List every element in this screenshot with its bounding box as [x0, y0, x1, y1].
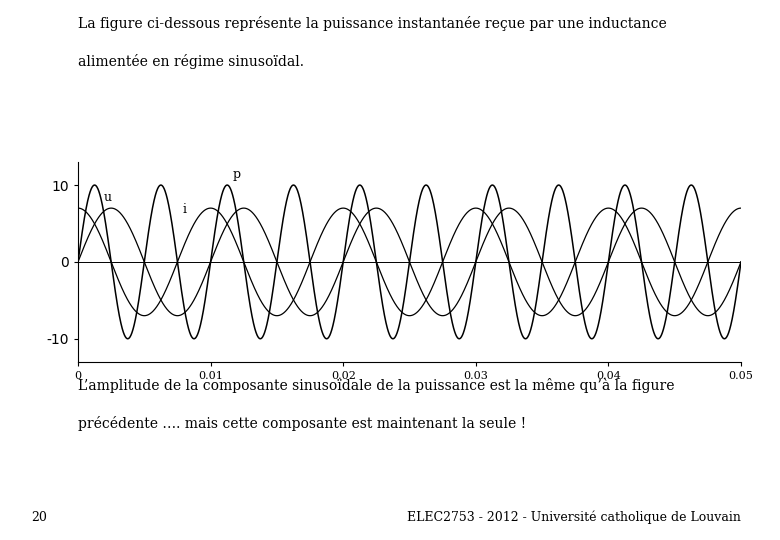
Text: p: p	[233, 168, 241, 181]
Text: L’amplitude de la composante sinusoïdale de la puissance est la même qu’à la fig: L’amplitude de la composante sinusoïdale…	[78, 378, 675, 393]
Text: u: u	[103, 191, 112, 204]
Text: précédente …. mais cette composante est maintenant la seule !: précédente …. mais cette composante est …	[78, 416, 526, 431]
Text: La figure ci-dessous représente la puissance instantanée reçue par une inductanc: La figure ci-dessous représente la puiss…	[78, 16, 667, 31]
Text: i: i	[182, 203, 186, 216]
Text: ELEC2753 - 2012 - Université catholique de Louvain: ELEC2753 - 2012 - Université catholique …	[407, 510, 741, 524]
Text: alimentée en régime sinusoïdal.: alimentée en régime sinusoïdal.	[78, 54, 304, 69]
Text: 20: 20	[31, 511, 47, 524]
